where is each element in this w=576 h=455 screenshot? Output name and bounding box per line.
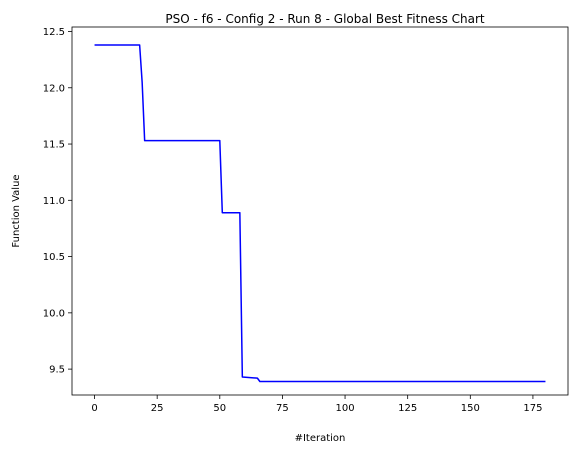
- plot-frame: [71, 26, 569, 396]
- x-tick-label: 150: [461, 403, 480, 414]
- y-tick-label: 11.5: [43, 140, 65, 151]
- fitness-line: [94, 44, 546, 383]
- y-tick-label: 12.0: [43, 83, 65, 94]
- x-tick-label: 25: [151, 403, 164, 414]
- series-layer: [94, 44, 546, 383]
- chart-title: PSO - f6 - Config 2 - Run 8 - Global Bes…: [165, 12, 485, 26]
- y-tick-label: 11.0: [43, 196, 65, 207]
- x-tick-label: 125: [398, 403, 417, 414]
- y-tick-label: 10.5: [43, 252, 65, 263]
- x-tick-label: 175: [523, 403, 542, 414]
- x-tick-label: 75: [276, 403, 289, 414]
- x-tick-label: 0: [91, 403, 97, 414]
- x-axis: 0 25 50 75 100 125 150 175: [91, 395, 542, 414]
- x-tick-label: 50: [213, 403, 226, 414]
- y-tick-label: 12.5: [43, 27, 65, 38]
- y-axis: 9.5 10.0 10.5 11.0 11.5 12.0 12.5: [43, 27, 72, 376]
- y-tick-label: 10.0: [43, 308, 65, 319]
- x-tick-label: 100: [336, 403, 355, 414]
- x-axis-label: #Iteration: [295, 433, 346, 444]
- y-tick-label: 9.5: [49, 365, 65, 376]
- plot-area: 0 25 50 75 100 125 150 175 9.5 10.0 10.5 11.0 11.5 1…: [43, 26, 569, 414]
- y-axis-label: Function Value: [11, 174, 22, 247]
